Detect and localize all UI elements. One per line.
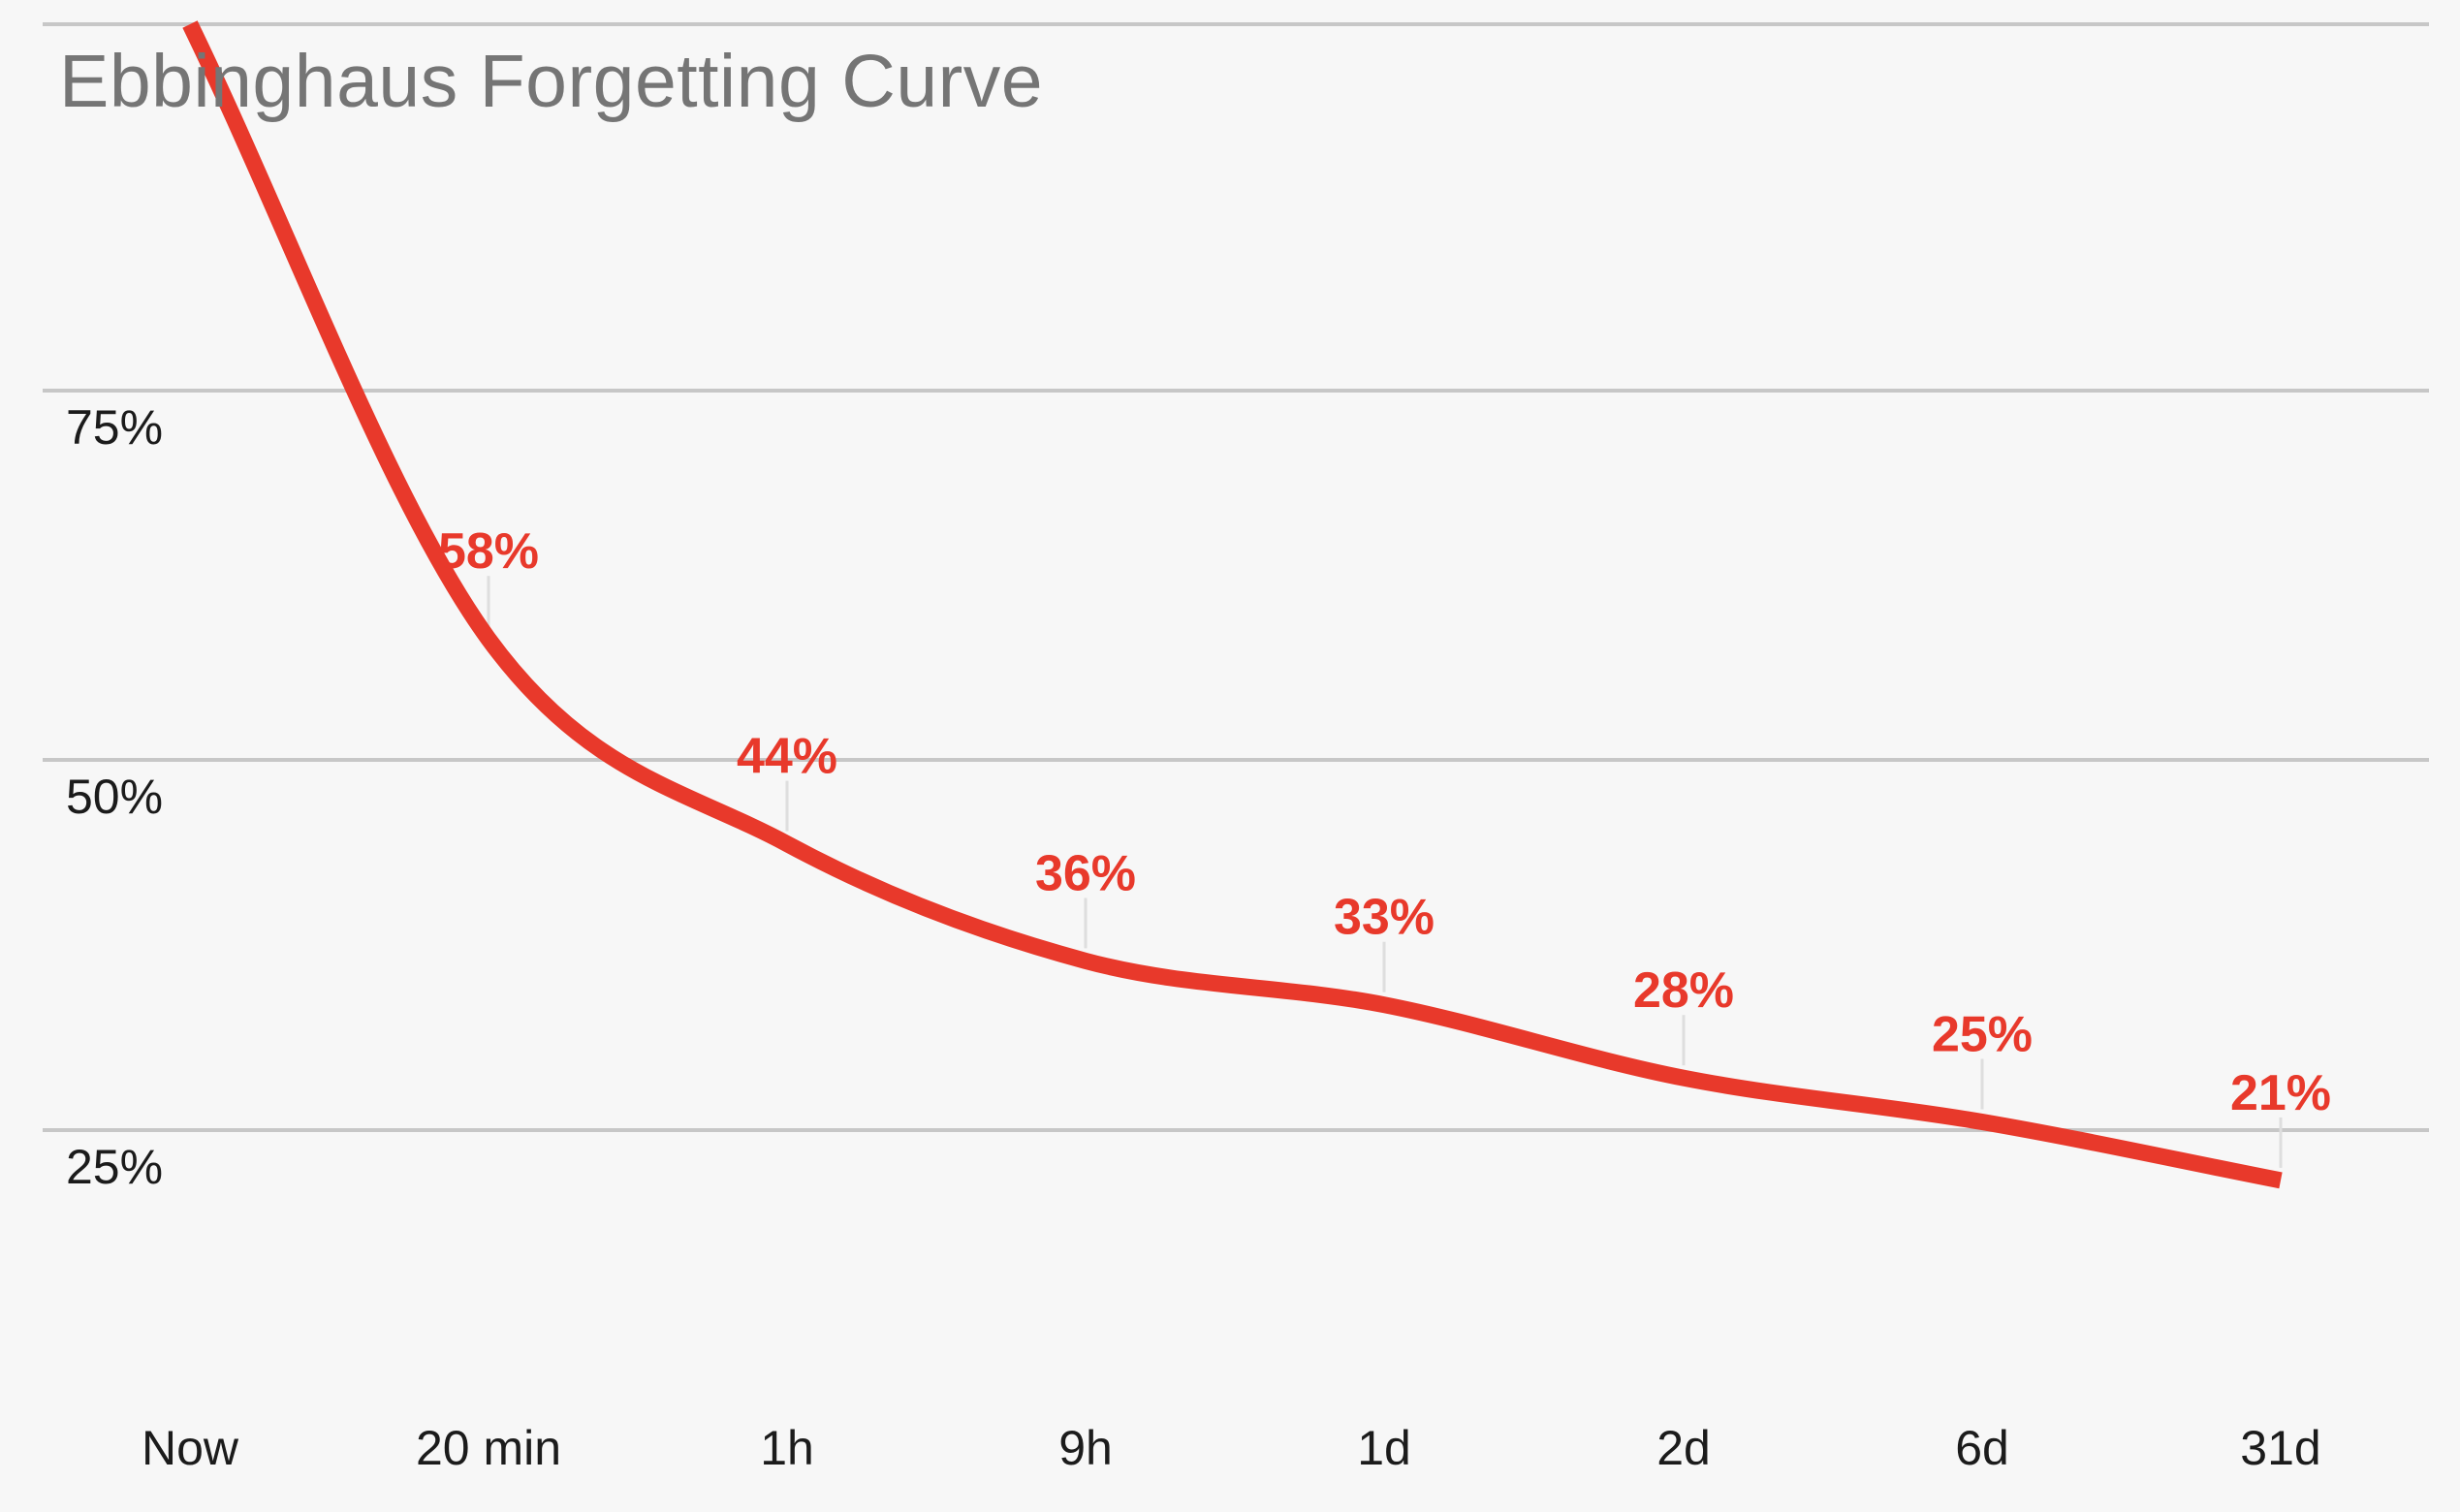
data-label-3: 36% (1035, 845, 1136, 901)
x-axis-label-5: 2d (1656, 1421, 1711, 1475)
x-axis-label-3: 9h (1058, 1421, 1113, 1475)
retention-curve (182, 20, 2283, 1189)
y-axis-label-50: 50% (66, 770, 163, 824)
data-label-6: 25% (1932, 1007, 2033, 1063)
data-label-4: 33% (1334, 890, 1435, 946)
chart-title: Ebbinghaus Forgetting Curve (59, 40, 1044, 123)
data-label-1: 58% (438, 523, 539, 580)
y-axis-label-25: 25% (66, 1140, 163, 1194)
x-axis-label-0: Now (142, 1421, 239, 1475)
x-axis-label-6: 6d (1955, 1421, 2009, 1475)
x-axis-labels: Now 20 min 1h 9h 1d 2d 6d 31d (142, 1421, 2321, 1475)
data-point-labels: 58% 44% 36% 33% 28% 25% 21% (438, 523, 2331, 1121)
x-axis-label-1: 20 min (416, 1421, 561, 1475)
label-connector-ticks (487, 576, 2283, 1168)
x-axis-label-4: 1d (1357, 1421, 1411, 1475)
y-axis-label-75: 75% (66, 400, 163, 455)
y-axis-labels: 75% 50% 25% (66, 400, 163, 1194)
data-label-5: 28% (1633, 962, 1734, 1019)
x-axis-label-7: 31d (2240, 1421, 2320, 1475)
data-label-7: 21% (2230, 1065, 2331, 1121)
x-axis-label-2: 1h (760, 1421, 814, 1475)
retention-curve-path (182, 20, 2283, 1189)
gridlines (43, 22, 2429, 1132)
data-label-2: 44% (737, 729, 837, 785)
